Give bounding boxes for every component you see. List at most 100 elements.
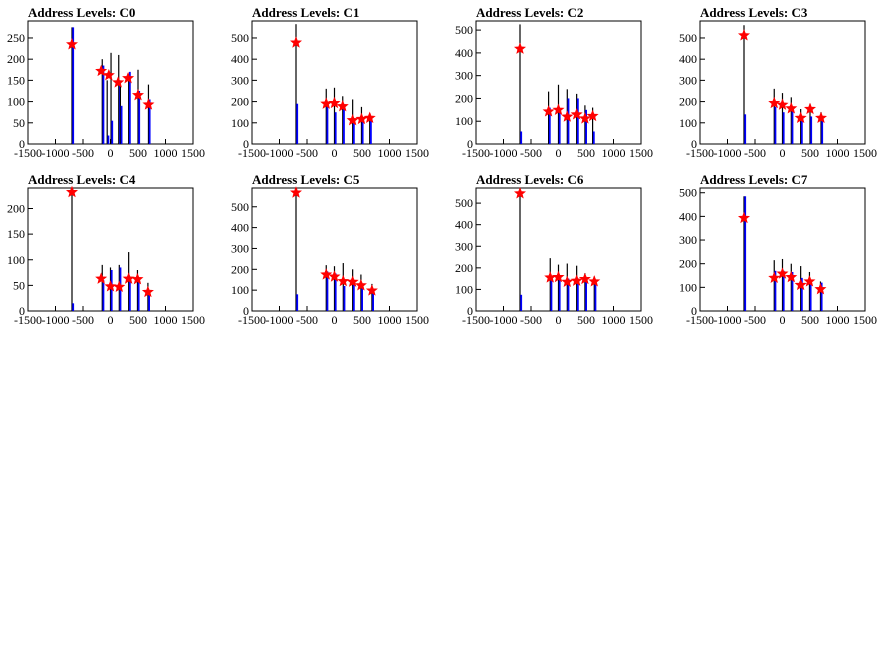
x-tick-label: 1500 <box>853 313 877 327</box>
x-tick-label: 0 <box>556 146 562 160</box>
peak-marker <box>552 270 565 283</box>
y-tick-label: 0 <box>467 137 473 151</box>
peak-marker <box>552 103 565 115</box>
x-tick-label: -500 <box>744 146 766 160</box>
y-tick-label: 200 <box>7 52 25 66</box>
peak-marker <box>328 96 341 109</box>
x-tick-label: 1500 <box>629 146 653 160</box>
x-tick-label: 1000 <box>378 146 402 160</box>
y-tick-label: 100 <box>7 253 25 267</box>
x-tick-label: -1500 <box>238 146 266 160</box>
x-tick-label: 500 <box>577 313 595 327</box>
y-tick-label: 400 <box>679 52 697 66</box>
y-tick-label: 0 <box>691 137 697 151</box>
y-tick-label: 0 <box>243 304 249 318</box>
x-tick-label: 1500 <box>405 313 429 327</box>
chart-title: Address Levels: C1 <box>252 5 359 20</box>
peak-marker <box>113 280 126 293</box>
x-tick-label: -1000 <box>490 313 518 327</box>
chart-title: Address Levels: C4 <box>28 172 136 187</box>
chart-title: Address Levels: C5 <box>252 172 360 187</box>
chart-title: Address Levels: C6 <box>476 172 584 187</box>
x-tick-label: 500 <box>801 146 819 160</box>
x-tick-label: 1500 <box>405 146 429 160</box>
x-tick-label: -500 <box>296 146 318 160</box>
y-tick-label: 0 <box>243 137 249 151</box>
peak-marker <box>785 270 798 283</box>
y-tick-label: 0 <box>467 304 473 318</box>
peak-marker <box>561 275 574 287</box>
peak-marker <box>112 76 125 88</box>
x-tick-label: -500 <box>296 313 318 327</box>
chart-title: Address Levels: C3 <box>700 5 808 20</box>
y-tick-label: 200 <box>231 95 249 109</box>
x-tick-label: 500 <box>801 313 819 327</box>
x-tick-label: 0 <box>108 313 114 327</box>
x-tick-label: 1500 <box>853 146 877 160</box>
y-tick-label: 400 <box>455 218 473 232</box>
peak-marker <box>776 267 789 279</box>
peak-marker <box>570 274 583 286</box>
y-tick-label: 100 <box>455 282 473 296</box>
y-tick-label: 200 <box>455 261 473 275</box>
chart-panel-3: Address Levels: C30100200300400500-1500-… <box>679 5 877 160</box>
x-tick-label: -1500 <box>14 313 42 327</box>
peak-marker <box>104 280 117 292</box>
peak-marker <box>578 112 591 124</box>
x-tick-label: -1000 <box>42 313 70 327</box>
chart-panel-2: Address Levels: C20100200300400500-1500-… <box>455 5 653 160</box>
peak-marker <box>102 68 115 81</box>
y-tick-label: 300 <box>679 73 697 87</box>
y-tick-label: 500 <box>231 200 249 214</box>
peak-marker <box>768 96 781 109</box>
y-tick-label: 50 <box>13 278 25 292</box>
y-tick-label: 0 <box>691 304 697 318</box>
peak-marker <box>95 272 108 284</box>
y-tick-label: 0 <box>19 137 25 151</box>
y-tick-label: 100 <box>455 114 473 128</box>
chart-title: Address Levels: C7 <box>700 172 808 187</box>
x-tick-label: -1000 <box>714 313 742 327</box>
peak-marker <box>785 102 798 114</box>
peak-marker <box>122 71 135 84</box>
y-tick-label: 500 <box>679 186 697 200</box>
y-tick-label: 50 <box>13 116 25 130</box>
peak-marker <box>320 268 333 280</box>
x-tick-label: -1500 <box>686 146 714 160</box>
x-tick-label: -500 <box>520 146 542 160</box>
peak-marker <box>337 274 350 287</box>
y-tick-label: 200 <box>231 262 249 276</box>
peak-marker <box>768 271 781 283</box>
x-tick-label: -1500 <box>14 146 42 160</box>
y-tick-label: 250 <box>7 31 25 45</box>
y-tick-label: 150 <box>7 227 25 241</box>
x-tick-label: 1500 <box>181 146 205 160</box>
x-tick-label: -500 <box>744 313 766 327</box>
x-tick-label: 0 <box>332 313 338 327</box>
x-tick-label: -1000 <box>714 146 742 160</box>
y-tick-label: 300 <box>455 239 473 253</box>
x-tick-label: 500 <box>577 146 595 160</box>
x-tick-label: -1000 <box>42 146 70 160</box>
peak-marker <box>737 211 751 224</box>
x-tick-label: 0 <box>332 146 338 160</box>
x-tick-label: -1500 <box>238 313 266 327</box>
chart-panel-5: Address Levels: C50100200300400500-1500-… <box>231 172 429 327</box>
x-tick-label: 500 <box>129 313 147 327</box>
peak-marker <box>776 98 789 110</box>
x-tick-label: 1000 <box>154 313 178 327</box>
x-tick-label: 1000 <box>602 146 626 160</box>
peak-marker <box>141 285 154 298</box>
x-tick-label: -1000 <box>490 146 518 160</box>
peak-marker <box>131 272 144 285</box>
peak-marker <box>803 102 817 115</box>
y-tick-label: 100 <box>231 283 249 297</box>
peak-marker <box>814 282 827 295</box>
x-tick-label: 0 <box>780 146 786 160</box>
peak-marker <box>346 275 359 287</box>
y-tick-label: 500 <box>455 196 473 210</box>
x-tick-label: -1000 <box>266 313 294 327</box>
peak-marker <box>814 111 828 124</box>
x-tick-label: 1000 <box>378 313 402 327</box>
peak-marker <box>346 113 359 126</box>
